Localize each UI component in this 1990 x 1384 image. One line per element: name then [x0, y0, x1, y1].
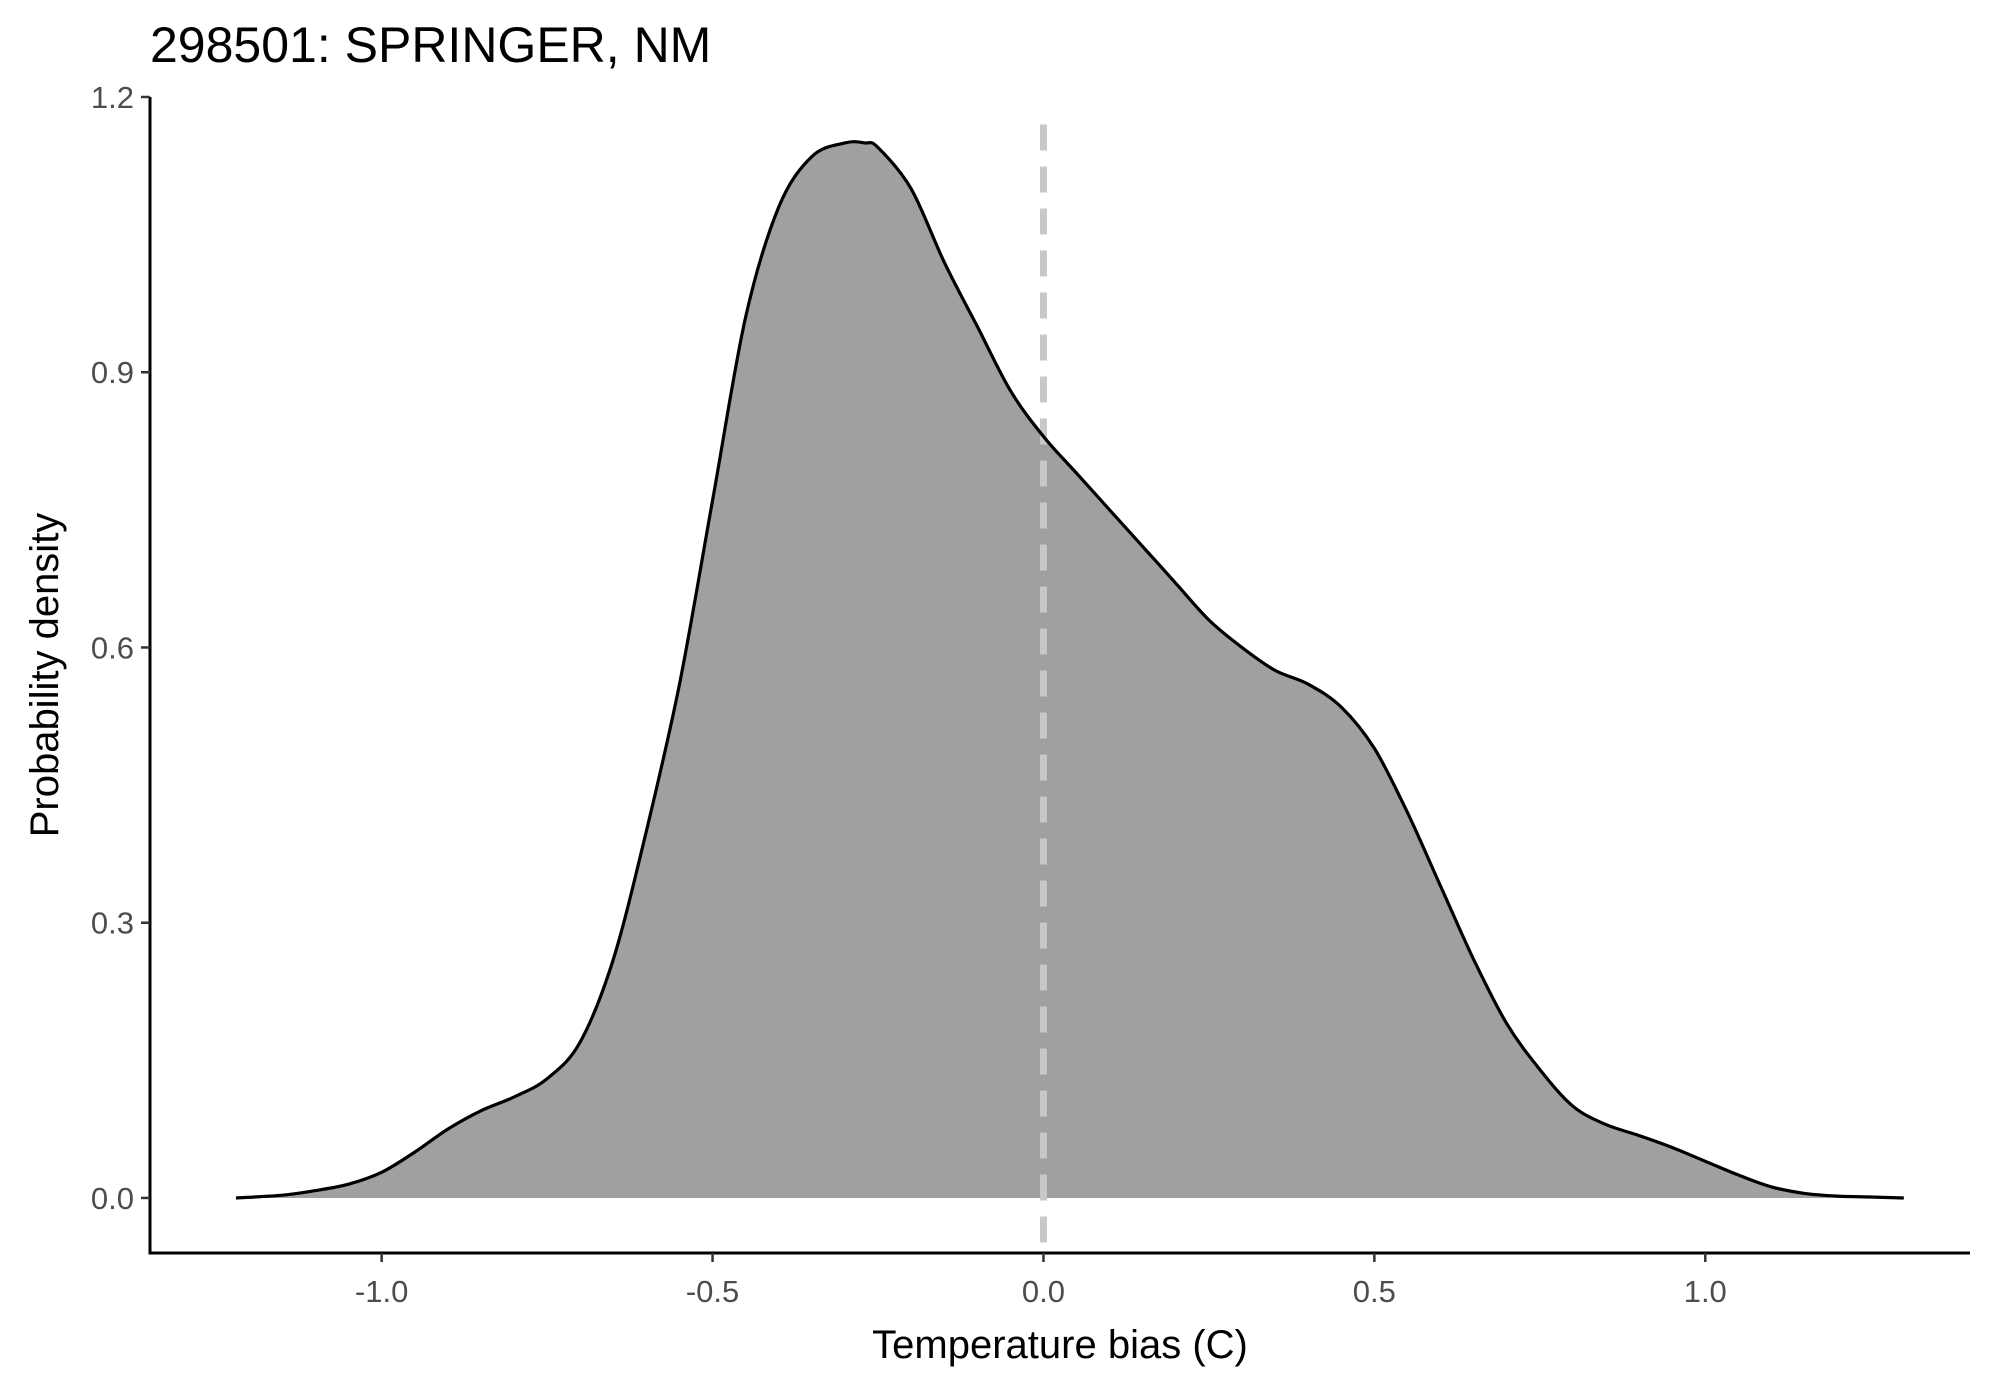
y-tick-label: 0.3 [91, 906, 134, 941]
x-axis-ticks: -1.0 -0.5 0.0 0.5 1.0 [355, 1253, 1727, 1309]
x-tick-label: 1.0 [1684, 1274, 1727, 1309]
x-tick-label: -0.5 [686, 1274, 739, 1309]
plot-area [235, 124, 1904, 1253]
x-tick-label: 0.0 [1022, 1274, 1065, 1309]
x-axis-title: Temperature bias (C) [872, 1323, 1248, 1367]
y-axis-title: Probability density [23, 513, 67, 838]
x-tick-label: 0.5 [1353, 1274, 1396, 1309]
y-tick-label: 0.9 [91, 355, 134, 390]
y-tick-label: 0.0 [91, 1181, 134, 1216]
density-fill-area [236, 141, 1904, 1198]
y-axis-ticks: 0.0 0.3 0.6 0.9 1.2 [91, 80, 150, 1216]
x-tick-label: -1.0 [355, 1274, 408, 1309]
y-tick-label: 1.2 [91, 80, 134, 115]
density-curve-line [235, 140, 1904, 1200]
chart-title: 298501: SPRINGER, NM [150, 17, 711, 73]
y-tick-label: 0.6 [91, 630, 134, 665]
